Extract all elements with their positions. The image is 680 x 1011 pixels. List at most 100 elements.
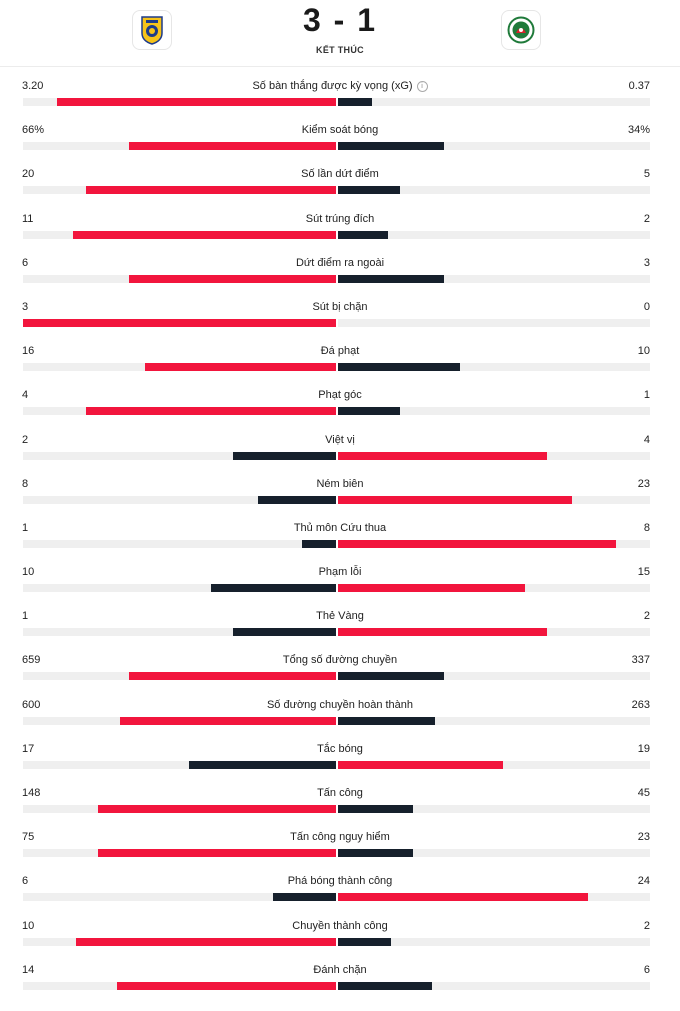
home-bar-track xyxy=(23,186,336,195)
home-bar-fill xyxy=(301,539,336,548)
stat-away-value: 5 xyxy=(643,168,650,181)
stat-home-value: 20 xyxy=(22,168,35,181)
stat-label-text: Tổng số đường chuyền xyxy=(282,654,398,667)
stat-away-value: 23 xyxy=(637,477,650,490)
stat-away-value: 0.37 xyxy=(628,80,650,92)
away-bar-track xyxy=(338,407,650,416)
away-bar-fill xyxy=(338,230,388,239)
stat-home-value: 16 xyxy=(22,345,35,358)
away-bar-fill xyxy=(338,186,401,195)
stat-away-value: 4 xyxy=(643,433,650,446)
away-bar-track xyxy=(338,363,650,372)
stat-away-value: 263 xyxy=(631,698,650,711)
stat-row: 17 Tắc bóng 19 xyxy=(0,739,680,783)
stat-row: 3.20 Số bàn thắng được kỳ vọng (xG) i 0.37 xyxy=(0,76,680,120)
stat-label: Tắc bóng xyxy=(0,743,680,755)
stat-away-value: 2 xyxy=(643,610,650,623)
stat-away-value: 45 xyxy=(637,787,650,799)
away-bar-track xyxy=(338,230,650,239)
stats-list: 3.20 Số bàn thắng được kỳ vọng (xG) i 0.37 6… xyxy=(0,76,680,1004)
stat-label-text: Sút trúng đích xyxy=(305,212,375,225)
stat-label: Đá phạt xyxy=(0,345,680,357)
stat-home-value: 10 xyxy=(22,919,35,932)
home-bar-track xyxy=(23,893,336,902)
stat-row: 20 Số lần dứt điểm 5 xyxy=(0,164,680,208)
home-bar-track xyxy=(23,937,336,946)
home-bar-fill xyxy=(120,716,336,725)
stat-label: Tấn công xyxy=(0,787,680,799)
home-bar-fill xyxy=(145,363,336,372)
home-bar-track xyxy=(23,274,336,283)
stat-label-text: Thủ môn Cứu thua xyxy=(293,521,387,534)
home-team-logo[interactable] xyxy=(132,10,172,50)
home-bar-track xyxy=(23,716,336,725)
stat-label-text: Thẻ Vàng xyxy=(316,610,364,623)
header-divider xyxy=(0,66,680,67)
home-bar-track xyxy=(23,672,336,681)
away-bar-track xyxy=(338,893,650,902)
away-bar-track xyxy=(338,849,650,858)
stat-label-text: Đánh chặn xyxy=(313,963,367,976)
away-bar-fill xyxy=(338,760,504,769)
home-bar-fill xyxy=(116,981,336,990)
stat-row: 6 Dứt điểm ra ngoài 3 xyxy=(0,253,680,297)
stat-label-text: Số lần dứt điểm xyxy=(301,168,379,181)
away-bar-fill xyxy=(338,672,445,681)
home-bar-fill xyxy=(73,230,336,239)
stat-label-text: Việt vị xyxy=(325,433,355,446)
stat-label: Chuyền thành công xyxy=(0,920,680,932)
stat-row: 600 Số đường chuyền hoàn thành 263 xyxy=(0,695,680,739)
stat-away-value: 3 xyxy=(643,256,650,269)
stat-row: 1 Thủ môn Cứu thua 8 xyxy=(0,518,680,562)
stat-row: 2 Việt vị 4 xyxy=(0,430,680,474)
away-bar-fill xyxy=(338,849,413,858)
home-bar-track xyxy=(23,407,336,416)
stat-label-text: Tấn công nguy hiểm xyxy=(290,831,390,844)
stat-away-value: 8 xyxy=(643,521,650,534)
stat-row: 659 Tổng số đường chuyền 337 xyxy=(0,650,680,694)
home-bar-track xyxy=(23,363,336,372)
home-bar-fill xyxy=(210,584,336,593)
home-bar-fill xyxy=(57,98,336,106)
away-bar-track xyxy=(338,716,650,725)
stat-label: Phạt góc xyxy=(0,389,680,401)
home-bar-track xyxy=(23,805,336,813)
stat-label: Ném biên xyxy=(0,478,680,490)
stat-label-text: Phá bóng thành công xyxy=(287,875,393,888)
away-bar-fill xyxy=(338,981,432,990)
stat-row: 4 Phạt góc 1 xyxy=(0,385,680,429)
stat-home-value: 659 xyxy=(22,654,41,667)
info-icon[interactable]: i xyxy=(416,81,428,92)
away-bar-track xyxy=(338,274,650,283)
home-bar-fill xyxy=(188,760,336,769)
away-team-logo[interactable] xyxy=(501,10,541,50)
away-bar-fill xyxy=(338,893,588,902)
stat-home-value: 4 xyxy=(22,389,29,402)
home-bar-track xyxy=(23,142,336,151)
stat-label-text: Kiểm soát bóng xyxy=(301,124,379,137)
stat-row: 14 Đánh chặn 6 xyxy=(0,960,680,1004)
stat-home-value: 6 xyxy=(22,256,29,269)
stat-label: Số bàn thắng được kỳ vọng (xG) i xyxy=(0,80,680,92)
stat-away-value: 6 xyxy=(643,963,650,976)
match-header: 3 - 1 KẾT THÚC xyxy=(0,0,680,66)
stat-home-value: 600 xyxy=(22,698,41,711)
stat-away-value: 34% xyxy=(627,124,650,137)
away-bar-track xyxy=(338,142,650,151)
stat-label: Đánh chặn xyxy=(0,964,680,976)
away-bar-track xyxy=(338,318,650,327)
home-bar-track xyxy=(23,451,336,460)
stat-away-value: 10 xyxy=(637,345,650,358)
stat-label: Sút bị chặn xyxy=(0,301,680,313)
stat-home-value: 75 xyxy=(22,831,35,844)
stat-label: Dứt điểm ra ngoài xyxy=(0,257,680,269)
match-score: 3 - 1 xyxy=(302,2,378,38)
away-bar-fill xyxy=(338,805,413,813)
stat-label-text: Tắc bóng xyxy=(317,742,363,755)
stat-away-value: 15 xyxy=(637,566,650,579)
home-bar-fill xyxy=(273,893,336,902)
home-bar-fill xyxy=(98,849,336,858)
stat-label: Kiểm soát bóng xyxy=(0,124,680,136)
stat-away-value: 2 xyxy=(643,919,650,932)
away-bar-fill xyxy=(338,539,616,548)
